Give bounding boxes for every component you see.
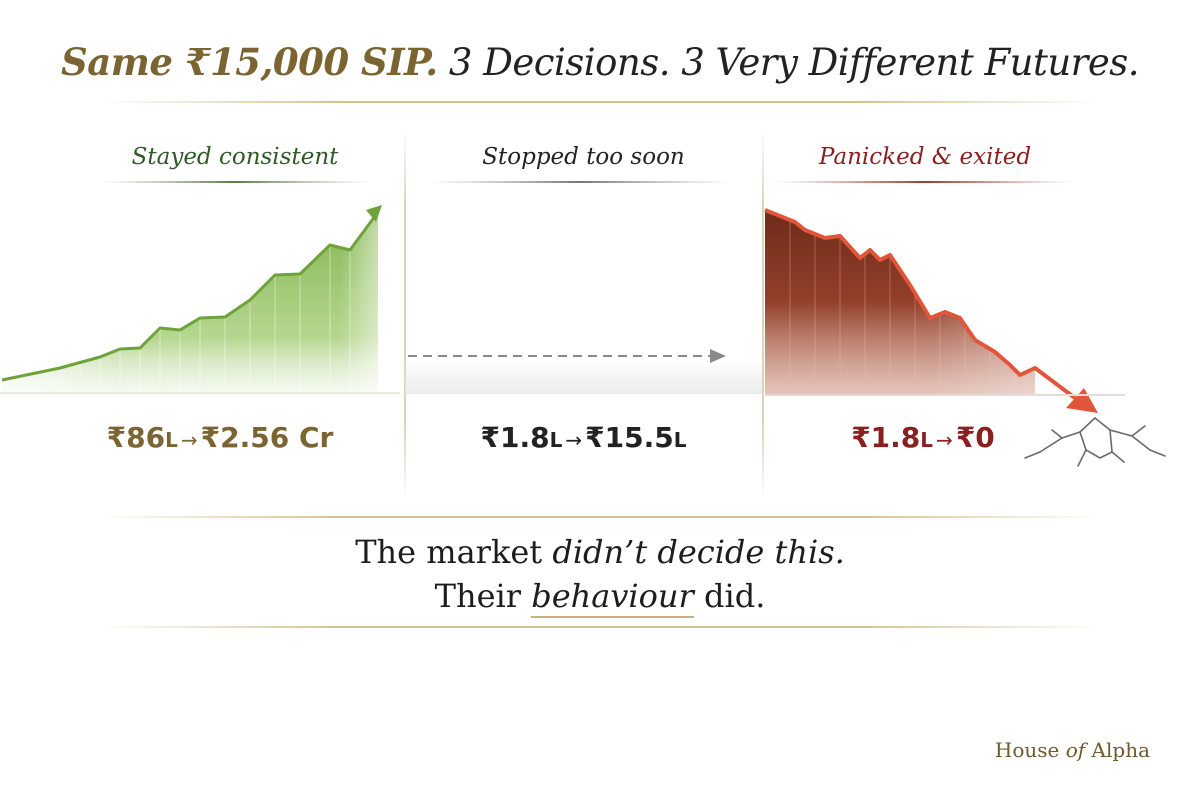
quote-bottom-divider [100,626,1100,628]
column-3-end-value: ₹0 [955,421,995,454]
column-2-start-unit: L [549,428,563,452]
column-1-arrow: → [180,428,198,452]
brand-part-a: House [994,738,1066,762]
column-1-end-value: ₹2.56 Cr [200,421,334,454]
column-2-end-unit: L [673,428,687,452]
headline-divider [100,101,1100,103]
stopped-chart [405,349,762,394]
column-2-underline [430,181,730,183]
brand-logo: House of Alpha [995,738,1150,762]
column-2-amount: ₹1.8L → ₹15.5L [405,421,762,454]
column-1-amount: ₹86L → ₹2.56 Cr [40,421,400,454]
growth-chart [0,200,400,395]
headline-part-2: 3 Decisions. 3 Very Different Futures. [448,41,1140,84]
quote-line-2: Their behaviour did. [0,577,1200,618]
decline-chart [764,205,1166,467]
quote-line-1: The market didn’t decide this. [0,533,1200,571]
quote-line-2-b: behaviour [531,577,694,618]
column-3-underline [775,181,1075,183]
column-1-underline [100,181,370,183]
column-1-start-unit: L [165,428,178,452]
column-2-title: Stopped too soon [482,144,685,170]
column-divider-1 [404,130,406,500]
column-3-start-value: ₹1.8 [851,421,921,454]
quote-line-2-a: Their [434,577,532,615]
column-3-amount: ₹1.8L → ₹0 [763,421,1083,454]
column-1-title: Stayed consistent [131,144,339,170]
column-2-end-value: ₹15.5 [585,421,674,454]
brand-part-c: Alpha [1085,738,1150,762]
brand-part-b: of [1065,738,1086,762]
column-3-title: Panicked & exited [818,144,1032,170]
quote-line-1-a: The market [355,533,553,571]
column-2-arrow: → [565,428,583,452]
column-3-arrow: → [936,428,953,452]
quote-line-1-b: didn’t decide this. [552,533,845,571]
quote-top-divider [100,516,1100,518]
column-1-start-value: ₹86 [106,421,166,454]
ground-crack [1024,417,1166,467]
headline: Same ₹15,000 SIP. 3 Decisions. 3 Very Di… [0,40,1200,84]
column-divider-2 [762,130,764,500]
quote-line-2-c: did. [693,577,766,615]
column-2-start-value: ₹1.8 [480,421,550,454]
column-3-start-unit: L [920,428,934,452]
headline-part-1: Same ₹15,000 SIP. [61,40,438,84]
